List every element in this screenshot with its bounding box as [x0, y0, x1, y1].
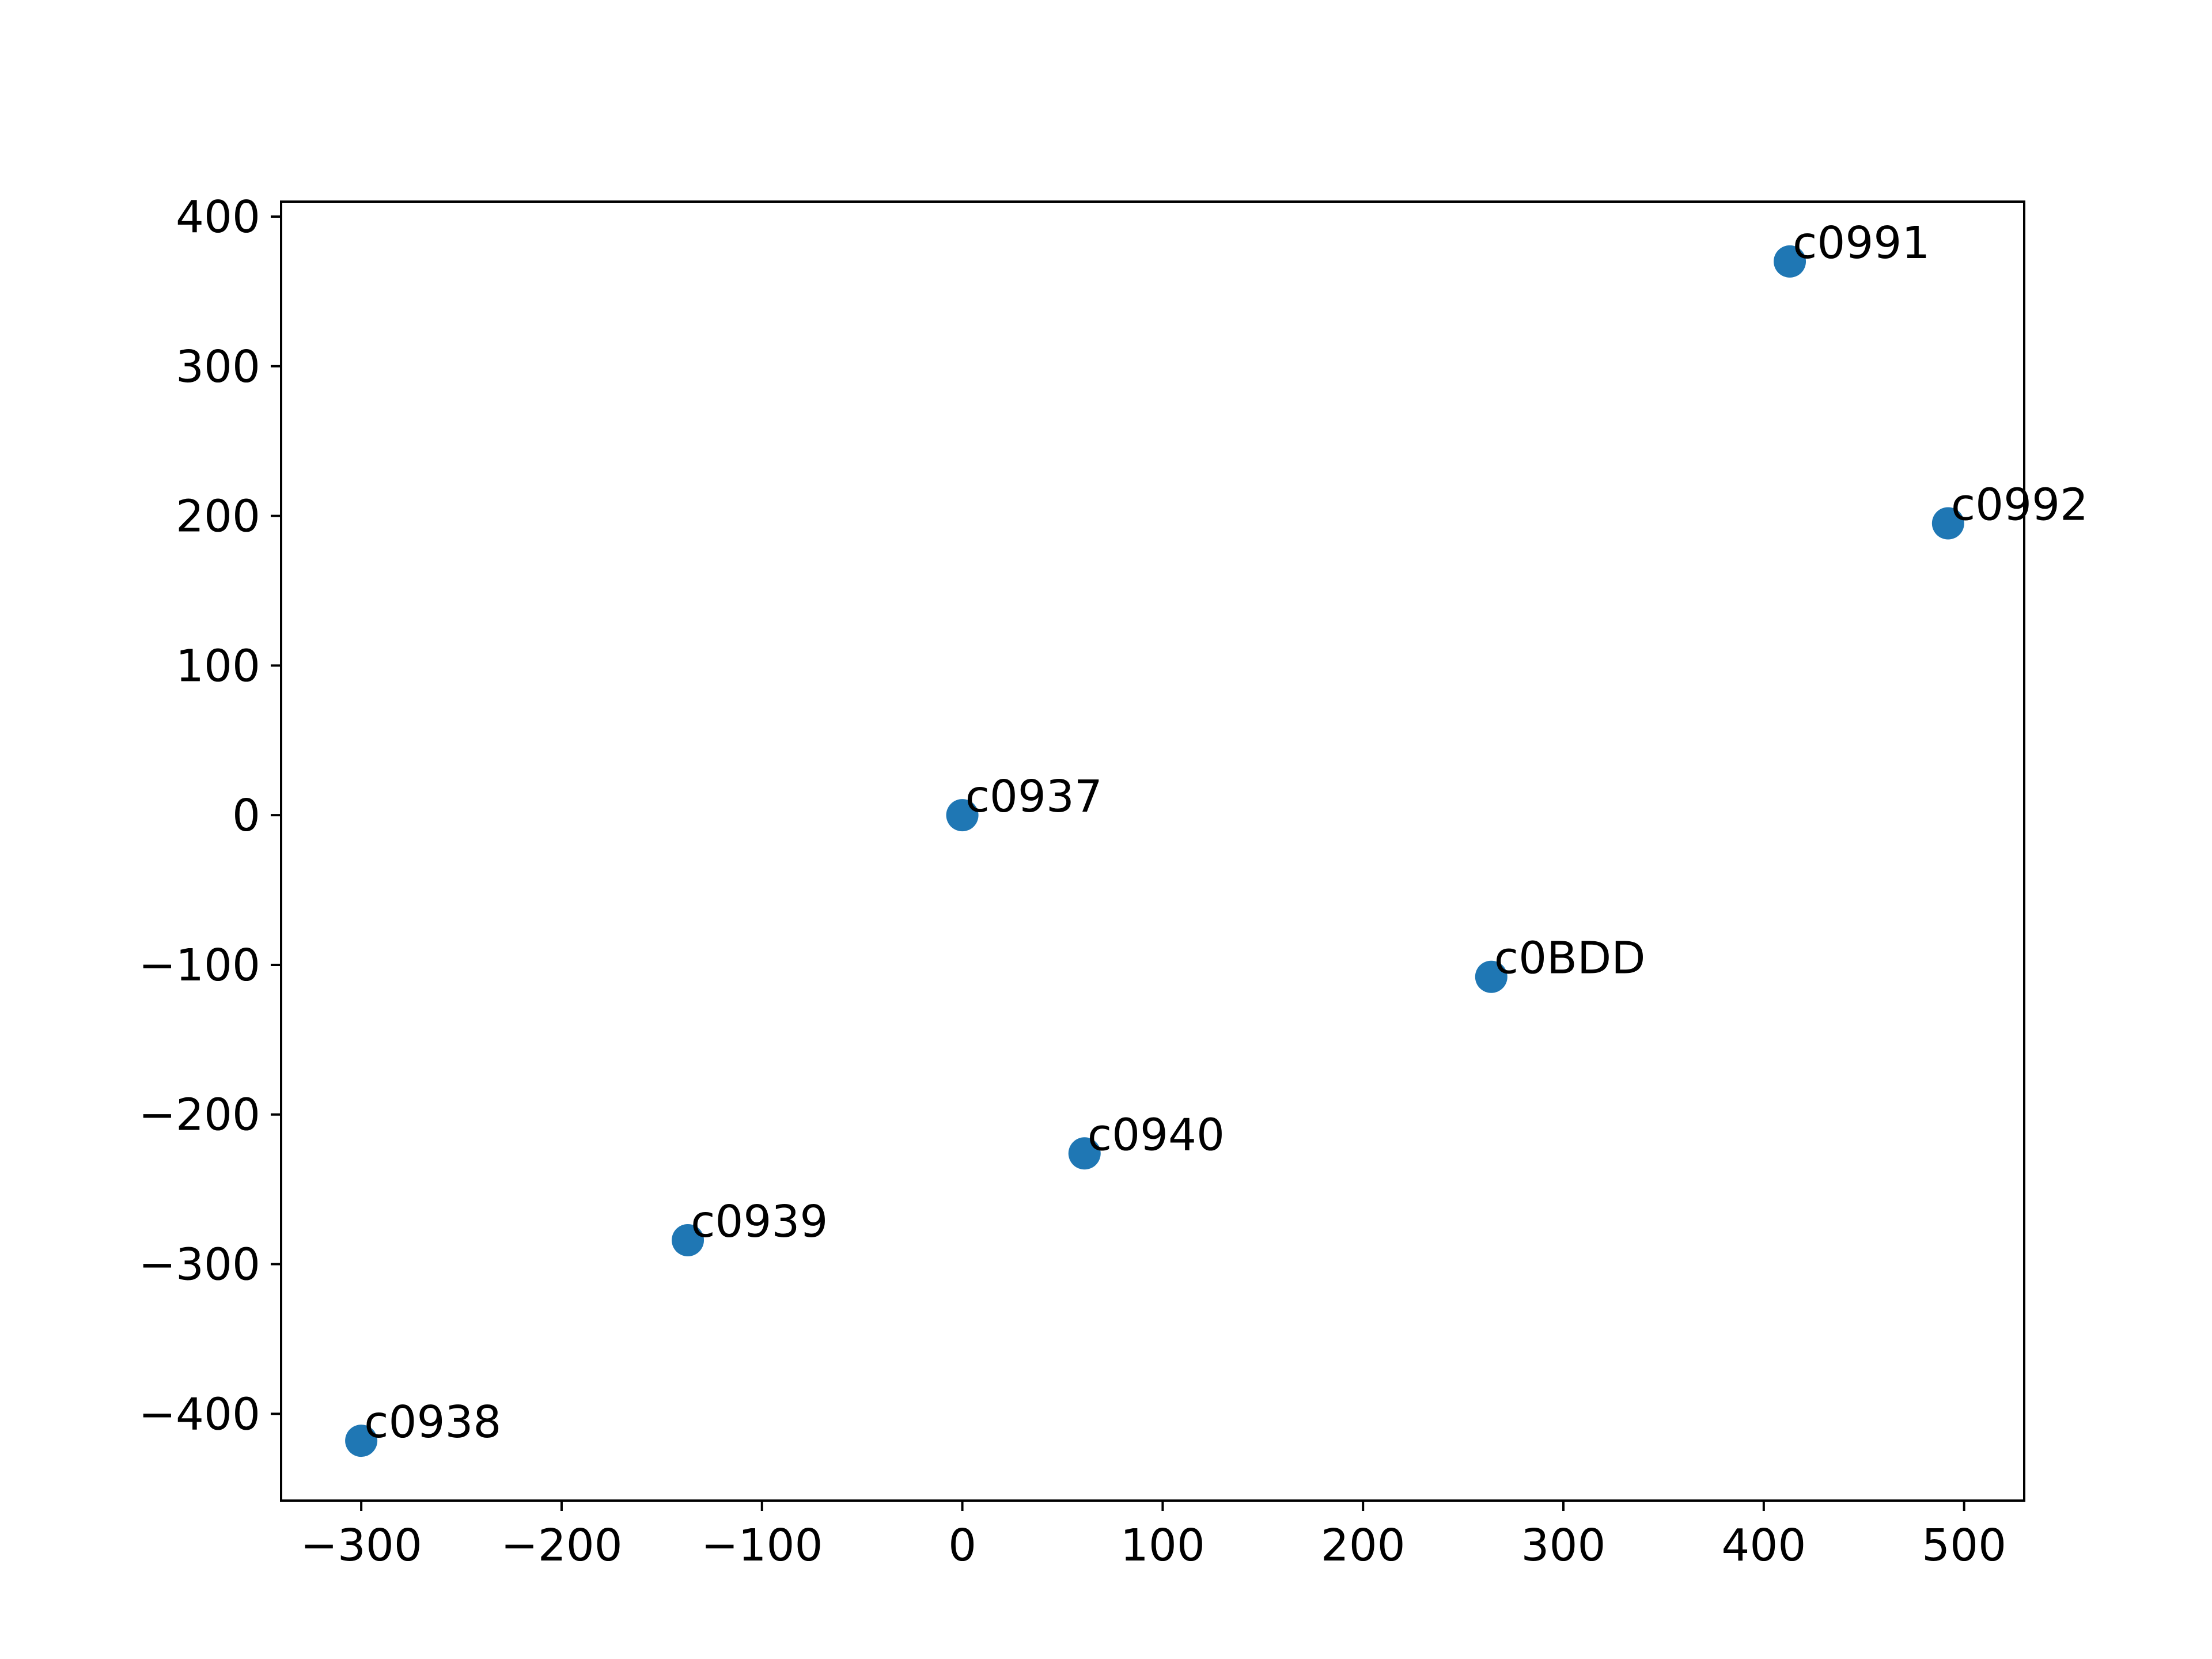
plot-area-frame [280, 200, 2025, 1502]
point-label: c0991 [1793, 218, 1930, 269]
scatter-point [1068, 1137, 1101, 1170]
scatter-point [1774, 245, 1806, 278]
y-tick-label: 400 [176, 192, 260, 243]
scatter-point [672, 1224, 704, 1256]
y-tick-label: 200 [176, 491, 260, 543]
scatter-point [1931, 507, 1964, 540]
x-tick-label: −100 [701, 1520, 823, 1571]
x-tick-label: 300 [1521, 1520, 1606, 1571]
point-label: c0939 [691, 1196, 828, 1248]
point-label: c0992 [1951, 480, 2088, 531]
x-tick-label: 500 [1922, 1520, 2006, 1571]
point-label: c0938 [364, 1397, 501, 1448]
scatter-point [946, 799, 979, 832]
y-tick-label: 0 [232, 790, 260, 842]
scatter-point [1475, 960, 1508, 993]
y-tick-label: 300 [176, 342, 260, 393]
y-axis-ticks: −400 −300 −200 −100 0 100 200 300 400 [139, 192, 281, 1440]
x-tick-label: 100 [1120, 1520, 1205, 1571]
x-tick-label: −200 [501, 1520, 623, 1571]
y-tick-label: −200 [139, 1090, 261, 1141]
y-tick-label: −300 [139, 1240, 261, 1291]
x-tick-label: 400 [1721, 1520, 1806, 1571]
x-tick-label: 0 [948, 1520, 976, 1571]
x-axis-ticks: −300 −200 −100 0 100 200 300 400 500 [300, 1501, 2006, 1571]
scatter-point [345, 1425, 378, 1457]
point-label: c0937 [965, 771, 1103, 823]
data-points: c0937 c0991 c0992 c0BDD c0940 c0939 c0938 [345, 218, 2088, 1457]
point-label: c0940 [1088, 1109, 1225, 1161]
x-tick-label: 200 [1321, 1520, 1406, 1571]
y-tick-label: −400 [139, 1389, 261, 1440]
point-label: c0BDD [1494, 933, 1646, 984]
y-tick-label: −100 [139, 940, 261, 991]
y-tick-label: 100 [176, 641, 260, 692]
x-tick-label: −300 [300, 1520, 422, 1571]
